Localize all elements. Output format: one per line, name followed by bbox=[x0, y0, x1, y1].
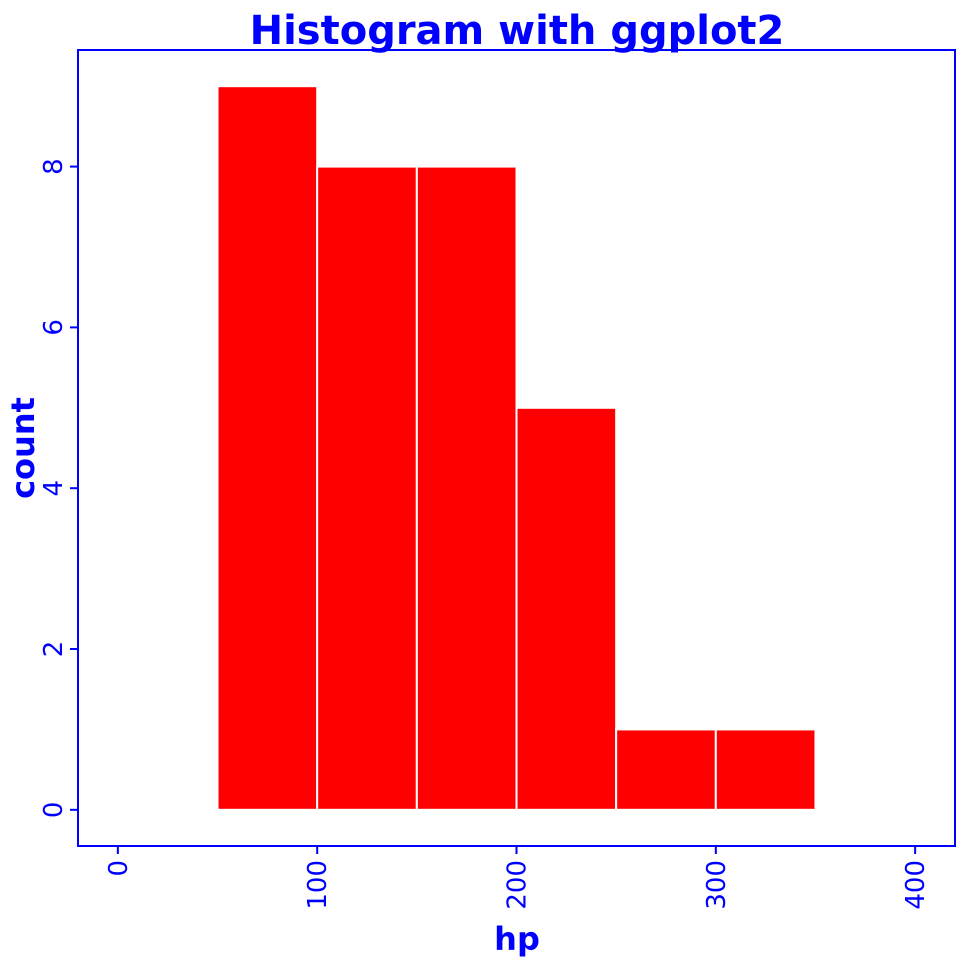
histogram-bar-6 bbox=[714, 728, 817, 811]
y-axis-title: count bbox=[4, 397, 42, 499]
x-axis: 0 100 200 300 400 bbox=[104, 846, 931, 910]
histogram-bar-3 bbox=[415, 165, 518, 811]
histogram-bar-2 bbox=[316, 165, 418, 811]
chart-title: Histogram with ggplot2 bbox=[250, 8, 785, 54]
y-tick-label: 8 bbox=[39, 158, 69, 175]
y-tick-label: 6 bbox=[39, 319, 69, 336]
histogram-bar-4 bbox=[515, 406, 618, 811]
x-tick-label: 400 bbox=[901, 860, 931, 910]
x-tick-label: 0 bbox=[104, 860, 134, 877]
y-axis: 0 2 4 6 8 bbox=[39, 158, 78, 818]
histogram-bar-5 bbox=[615, 728, 717, 811]
y-tick-label: 4 bbox=[39, 480, 69, 497]
bars-group bbox=[216, 85, 817, 811]
x-tick-label: 100 bbox=[303, 860, 333, 910]
x-axis-title: hp bbox=[494, 920, 540, 958]
x-tick-label: 200 bbox=[503, 860, 533, 910]
y-tick-label: 2 bbox=[39, 641, 69, 658]
histogram-bar-1 bbox=[216, 85, 319, 811]
y-tick-label: 0 bbox=[39, 802, 69, 819]
x-tick-label: 300 bbox=[702, 860, 732, 910]
